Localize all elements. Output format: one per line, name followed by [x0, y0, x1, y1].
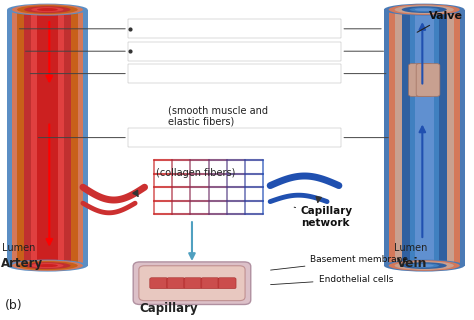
- Ellipse shape: [415, 8, 434, 11]
- FancyBboxPatch shape: [184, 278, 202, 289]
- Ellipse shape: [415, 264, 434, 267]
- Ellipse shape: [389, 260, 460, 271]
- FancyBboxPatch shape: [201, 278, 219, 289]
- Bar: [128, 42, 341, 61]
- Bar: [37, 10, 58, 266]
- Ellipse shape: [7, 4, 88, 16]
- Ellipse shape: [24, 262, 71, 269]
- Text: Capillary: Capillary: [139, 302, 198, 315]
- FancyBboxPatch shape: [167, 278, 185, 289]
- Ellipse shape: [384, 4, 465, 16]
- Bar: [128, 19, 341, 38]
- Bar: [12, 10, 83, 266]
- Bar: [389, 10, 460, 266]
- FancyBboxPatch shape: [133, 262, 251, 305]
- Ellipse shape: [394, 5, 454, 14]
- Bar: [402, 10, 447, 266]
- Ellipse shape: [12, 4, 83, 15]
- Ellipse shape: [7, 260, 88, 272]
- Ellipse shape: [17, 261, 78, 270]
- Text: Vein: Vein: [397, 257, 428, 270]
- Ellipse shape: [12, 260, 83, 271]
- Text: (b): (b): [5, 299, 22, 312]
- Bar: [410, 10, 439, 266]
- Ellipse shape: [389, 4, 460, 15]
- Ellipse shape: [24, 6, 71, 13]
- Bar: [17, 10, 78, 266]
- Text: Capillary
network: Capillary network: [294, 206, 353, 228]
- Ellipse shape: [410, 7, 439, 12]
- Text: Artery: Artery: [1, 257, 43, 270]
- Bar: [415, 10, 434, 266]
- Ellipse shape: [384, 260, 465, 272]
- Ellipse shape: [31, 7, 64, 12]
- Ellipse shape: [402, 6, 447, 13]
- Bar: [394, 10, 454, 266]
- FancyBboxPatch shape: [139, 266, 245, 301]
- Bar: [7, 10, 88, 266]
- FancyBboxPatch shape: [409, 64, 432, 96]
- Ellipse shape: [394, 261, 454, 270]
- Text: Lumen: Lumen: [394, 243, 428, 253]
- FancyBboxPatch shape: [150, 278, 168, 289]
- FancyBboxPatch shape: [218, 278, 236, 289]
- Bar: [128, 64, 341, 83]
- Text: (collagen fibers): (collagen fibers): [156, 168, 236, 178]
- Text: (smooth muscle and
elastic fibers): (smooth muscle and elastic fibers): [168, 105, 268, 127]
- Ellipse shape: [410, 263, 439, 268]
- Text: Basement membrane: Basement membrane: [271, 255, 409, 270]
- Ellipse shape: [31, 263, 64, 268]
- Text: Valve: Valve: [417, 11, 463, 32]
- FancyBboxPatch shape: [416, 64, 440, 96]
- Bar: [24, 10, 71, 266]
- Ellipse shape: [37, 264, 58, 267]
- Bar: [31, 10, 64, 266]
- Ellipse shape: [402, 262, 447, 269]
- Ellipse shape: [37, 8, 58, 11]
- Ellipse shape: [17, 5, 78, 14]
- Bar: [384, 10, 465, 266]
- Bar: [128, 128, 341, 147]
- Text: Endothelial cells: Endothelial cells: [271, 275, 393, 284]
- Text: Lumen: Lumen: [2, 243, 36, 253]
